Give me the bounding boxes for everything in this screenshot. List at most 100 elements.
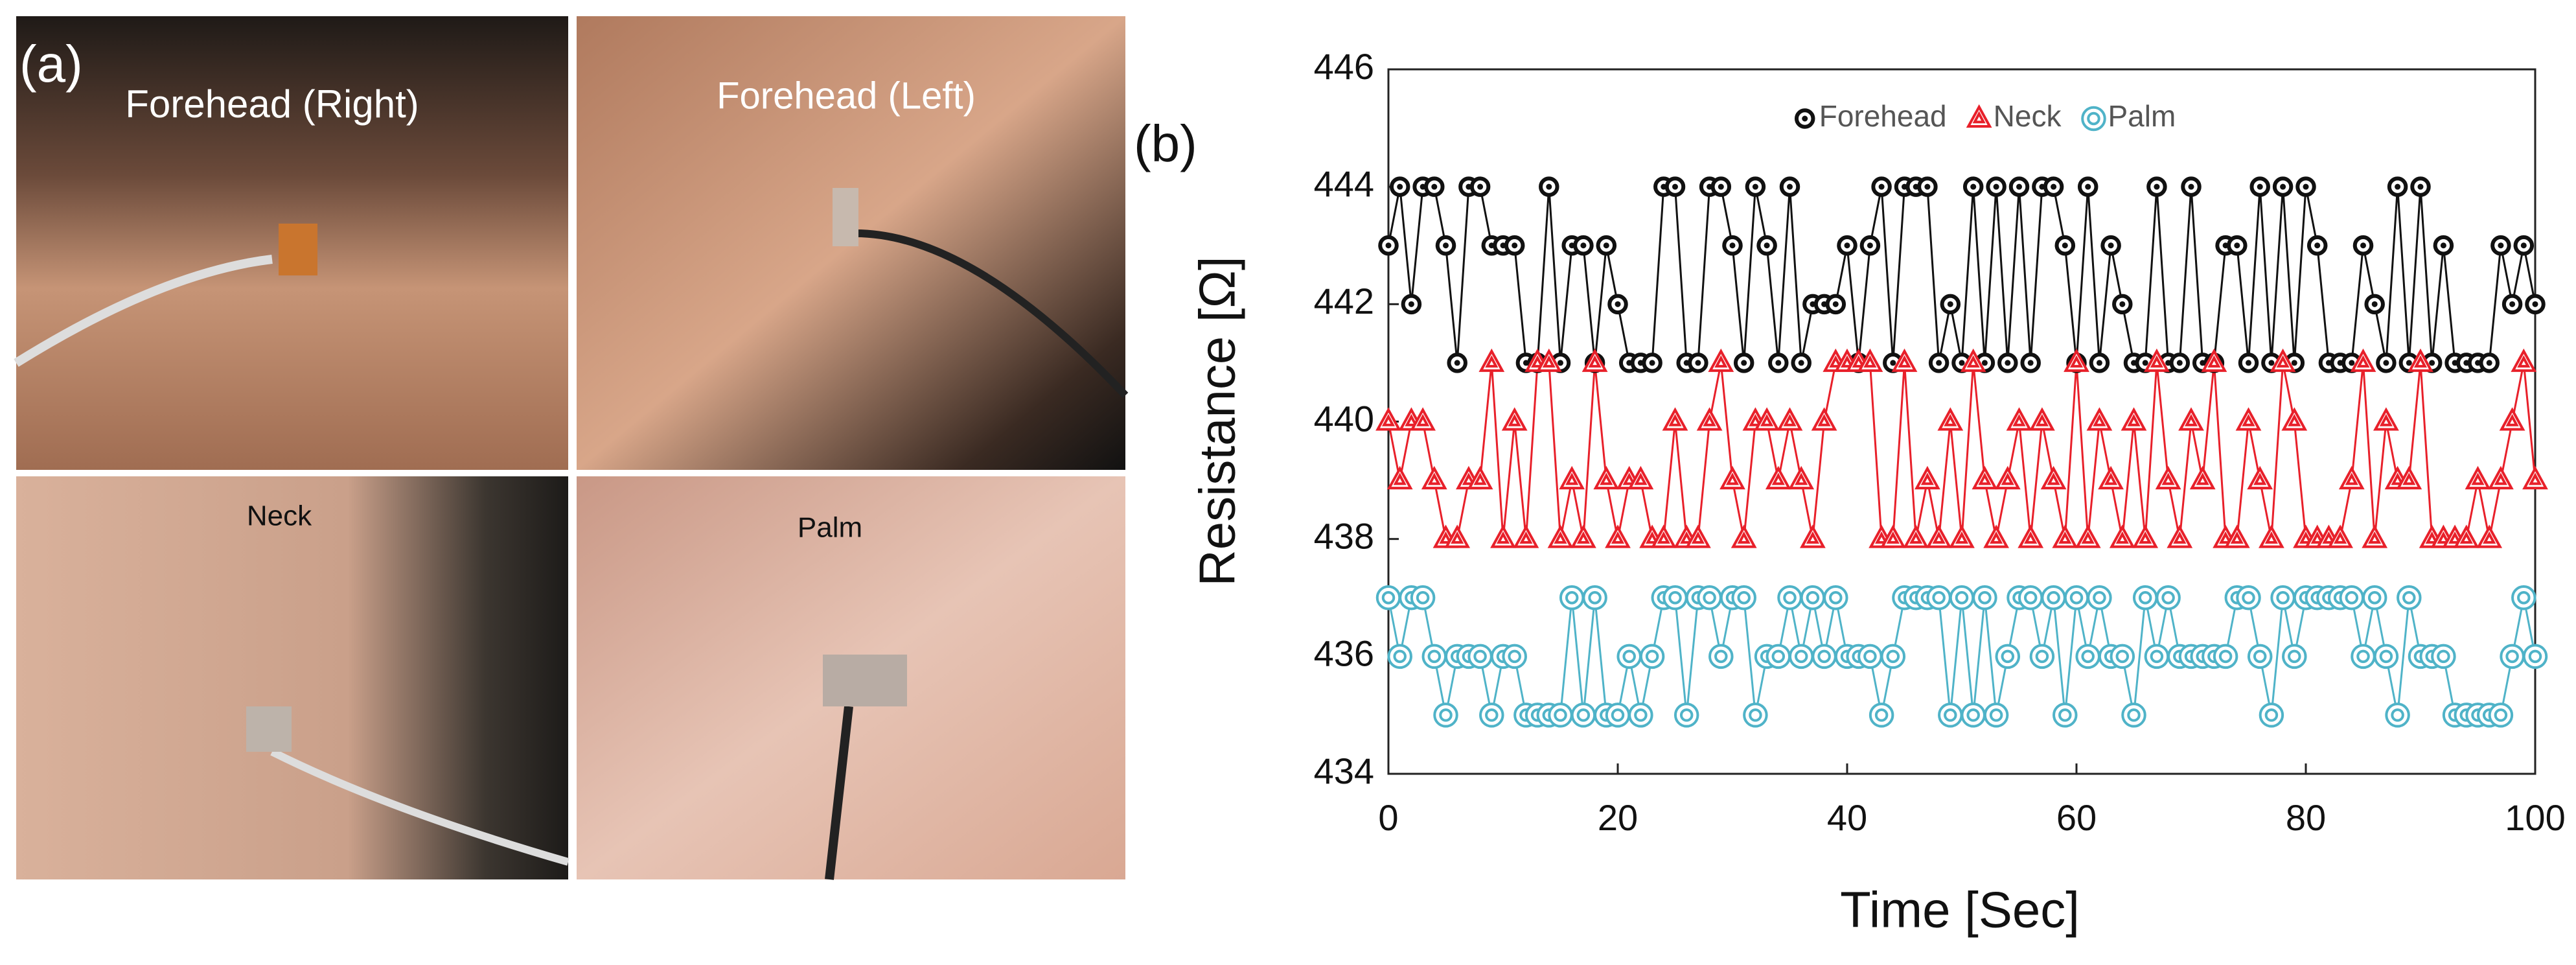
legend-label: Neck [1994,99,2062,133]
marker-shape [2483,531,2496,544]
marker-shape [1657,531,1670,544]
marker-shape [1944,413,1957,426]
marker [2306,235,2328,256]
marker-shape [1972,585,1997,610]
marker [1966,104,1992,128]
marker [2029,644,2055,669]
marker-shape [2425,531,2439,544]
marker [2408,348,2433,372]
marker-shape [1947,301,1953,307]
marker [1788,465,1815,490]
marker-shape [1852,355,1865,368]
marker-shape [2345,472,2358,485]
marker-shape [2235,407,2262,431]
marker-shape [2051,183,2057,190]
marker [1424,176,1445,197]
marker-shape [2085,183,2091,190]
marker-shape [1783,591,1797,605]
marker-shape [1615,301,1621,307]
marker [2100,235,2121,256]
marker-shape [1588,355,1602,368]
marker-shape [2236,585,2261,610]
marker [2511,585,2536,610]
marker-shape [1565,472,1579,485]
marker-shape [1936,360,1942,366]
marker-shape [2498,242,2504,249]
marker-shape [2242,413,2255,426]
marker-shape [1995,644,2021,669]
marker-shape [1829,355,1843,368]
marker-shape [1777,407,1803,431]
marker-shape [1719,465,1745,490]
marker-shape [2242,591,2255,605]
marker-shape [1920,472,1934,485]
marker [1708,348,1734,372]
marker-shape [1605,524,1631,548]
marker-shape [1994,465,2021,490]
panel-label: (a) [19,35,83,93]
marker-shape [1473,649,1487,664]
marker-shape [2218,649,2233,664]
marker-shape [1749,708,1762,722]
marker-shape [2391,472,2404,485]
marker-shape [2494,708,2508,722]
marker-shape [1725,472,1740,485]
marker [1410,407,1436,431]
marker [2282,644,2307,669]
marker-shape [1634,472,1648,485]
marker-shape [1966,355,1980,368]
marker [2364,294,2385,315]
marker [2086,407,2113,431]
marker [2431,644,2456,669]
marker-shape [1749,413,1762,426]
marker-shape [2127,413,2141,426]
marker-shape [2161,472,2175,485]
marker-shape [1983,524,2009,548]
marker-shape [1542,355,1556,368]
marker-shape [2402,472,2416,485]
marker [1857,348,1883,372]
marker-shape [2029,407,2055,431]
y-tick-label: 438 [1314,515,1374,556]
marker-shape [2052,524,2078,548]
marker [1535,348,1562,372]
y-tick-label: 442 [1314,281,1374,321]
marker-shape [2476,524,2503,548]
marker-shape [2081,106,2106,132]
marker-shape [1949,524,1975,548]
marker-shape [2494,472,2507,485]
marker-shape [2150,355,2163,368]
marker-shape [1972,111,1986,124]
marker-shape [1501,407,1528,431]
marker [2385,703,2410,728]
marker [1983,703,2009,728]
marker [1961,703,1986,728]
marker-shape [2338,465,2365,490]
marker-shape [1431,183,1438,190]
marker [1444,524,1471,548]
marker [2087,585,2112,610]
marker-shape [1508,413,1521,426]
marker-shape [2264,708,2279,722]
marker-shape [2047,472,2060,485]
marker [1501,407,1528,431]
marker-shape [2069,355,2084,368]
marker-shape [1788,465,1815,490]
series-line [1387,362,2536,541]
marker-shape [2075,524,2101,548]
marker-shape [1502,644,1527,669]
y-tick-label: 436 [1314,633,1374,674]
marker [2522,465,2548,490]
marker-shape [1915,465,1940,490]
marker-shape [1832,301,1839,307]
x-tick-label: 100 [2505,797,2565,838]
x-tick-label: 0 [1378,797,1398,838]
marker [1915,465,1940,490]
y-tick-label: 446 [1314,46,1374,87]
marker-shape [1937,407,1964,431]
marker-shape [1898,355,1911,368]
marker [2500,644,2525,669]
marker [1928,353,1949,373]
photo-label: Forehead (Left) [717,75,976,117]
